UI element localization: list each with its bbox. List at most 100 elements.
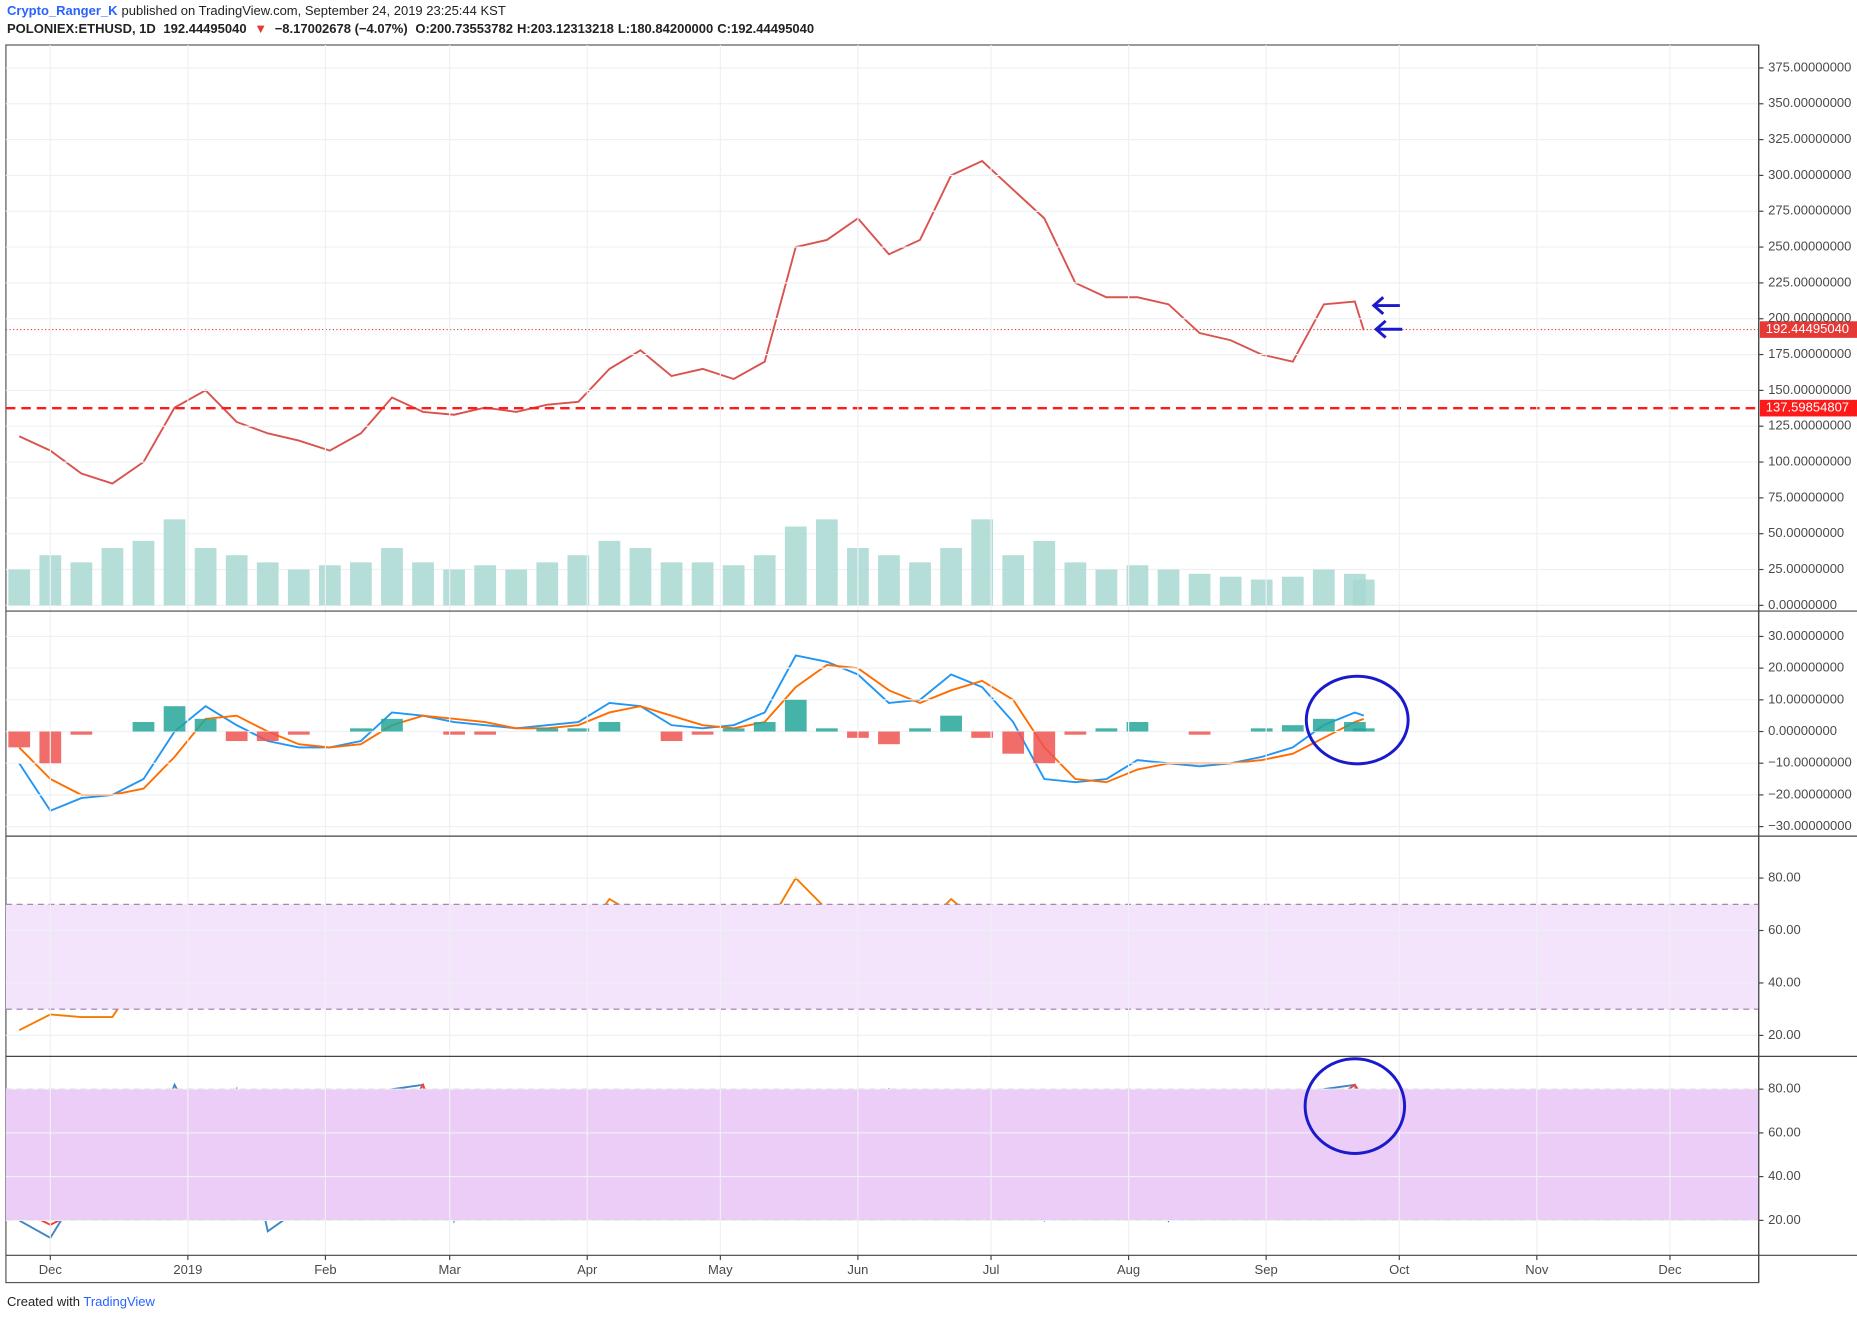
bar — [691, 562, 714, 606]
bar — [287, 569, 310, 606]
band-fill — [5, 904, 1759, 1010]
annotation-arrow — [1373, 319, 1403, 339]
bar — [1219, 576, 1242, 606]
bar — [536, 728, 559, 732]
y-tick-label: −10.00000000 — [1768, 755, 1852, 770]
bar — [1002, 555, 1025, 606]
bar — [256, 731, 279, 742]
bar — [1312, 569, 1335, 606]
y-tick-label: 250.00000000 — [1768, 239, 1851, 254]
bar — [598, 722, 621, 732]
bar — [1352, 579, 1375, 606]
bar — [1157, 569, 1180, 606]
bar — [536, 562, 559, 606]
change-arrow: ▼ — [254, 21, 268, 36]
ohlc-value: 192.44495040 — [730, 21, 815, 36]
y-tick-label: 375.00000000 — [1768, 59, 1851, 74]
bar — [381, 548, 403, 606]
bar — [1352, 728, 1375, 732]
y-tick-label: −30.00000000 — [1768, 818, 1852, 833]
bar — [163, 519, 186, 606]
bar — [1250, 728, 1273, 732]
price-label-box — [1759, 399, 1857, 417]
y-tick-label: 0.00000000 — [1768, 723, 1837, 738]
bar — [629, 548, 652, 606]
x-tick-label: Sep — [1255, 1262, 1278, 1277]
bar — [1312, 718, 1335, 732]
bar — [287, 731, 310, 735]
bar — [598, 540, 621, 606]
y-tick-label: 20.00000000 — [1768, 660, 1844, 675]
bar — [350, 562, 372, 606]
plot-frame — [5, 44, 1760, 1284]
ohlc-label: C: — [717, 21, 731, 36]
bar — [753, 722, 776, 732]
bar — [940, 715, 962, 732]
x-tick-label: Aug — [1117, 1262, 1140, 1277]
bar — [1002, 731, 1025, 754]
y-tick-label: 325.00000000 — [1768, 131, 1851, 146]
ohlc-label: L: — [617, 21, 631, 36]
y-tick-label: 20.00 — [1768, 1027, 1801, 1042]
bar — [722, 728, 745, 732]
bar — [784, 526, 807, 606]
annotation-circle — [1304, 674, 1410, 766]
y-tick-label: 300.00000000 — [1768, 167, 1851, 182]
bar — [225, 555, 248, 606]
bar — [1281, 576, 1304, 606]
bar — [1188, 731, 1211, 735]
created-with: Created with — [7, 1294, 80, 1309]
y-tick-label: 50.00000000 — [1768, 525, 1844, 540]
y-tick-label: 20.00 — [1768, 1212, 1801, 1227]
bar — [1250, 579, 1273, 606]
series-line — [18, 663, 1365, 796]
ohlc-value: 203.12313218 — [530, 21, 614, 36]
symbol-line: POLONIEX:ETHUSD, 1D 192.44495040 ▼ −8.17… — [7, 21, 822, 36]
bar — [1126, 565, 1149, 606]
y-tick-label: 60.00 — [1768, 922, 1801, 937]
bar — [691, 731, 714, 735]
y-tick-label: 25.00000000 — [1768, 561, 1844, 576]
band-fill — [5, 1089, 1759, 1221]
bar — [194, 548, 217, 606]
bar — [815, 728, 838, 732]
bar — [1064, 562, 1087, 606]
symbol: POLONIEX:ETHUSD, 1D — [7, 21, 156, 36]
price-label: 137.59854807 — [1766, 400, 1849, 415]
y-tick-label: 75.00000000 — [1768, 489, 1844, 504]
bar — [784, 699, 807, 732]
bar — [660, 731, 683, 742]
annotation-arrow — [1371, 296, 1400, 315]
bar — [909, 728, 931, 732]
author-link[interactable]: Crypto_Ranger_K — [7, 3, 118, 18]
bar — [474, 565, 497, 606]
bar — [940, 548, 962, 606]
bar — [1188, 573, 1211, 606]
bar — [101, 548, 124, 606]
x-tick-label: Mar — [438, 1262, 461, 1277]
bar — [660, 562, 683, 606]
bar — [412, 562, 434, 606]
bar — [815, 519, 838, 606]
bar — [318, 565, 341, 606]
bar — [1033, 731, 1056, 764]
bar — [909, 562, 931, 606]
bar — [8, 569, 31, 606]
y-tick-label: 80.00 — [1768, 869, 1801, 884]
price-label-box — [1759, 321, 1857, 338]
bar — [350, 728, 372, 732]
y-tick-label: 100.00000000 — [1768, 453, 1851, 468]
bar — [753, 555, 776, 606]
brand-link[interactable]: TradingView — [83, 1294, 155, 1309]
bar — [1344, 722, 1366, 732]
plot-layer: 192.44495040 137.59854807 0.00000000 25.000… — [5, 45, 1857, 1277]
ohlc-label: O: — [415, 21, 430, 36]
bar — [256, 562, 279, 606]
footer: Created with TradingView — [7, 1294, 155, 1309]
bar — [1064, 731, 1087, 735]
bar — [878, 731, 900, 745]
y-tick-label: 200.00000000 — [1768, 310, 1851, 325]
published-text: published on TradingView.com, September … — [121, 3, 506, 18]
last-price: 192.44495040 — [163, 21, 247, 36]
